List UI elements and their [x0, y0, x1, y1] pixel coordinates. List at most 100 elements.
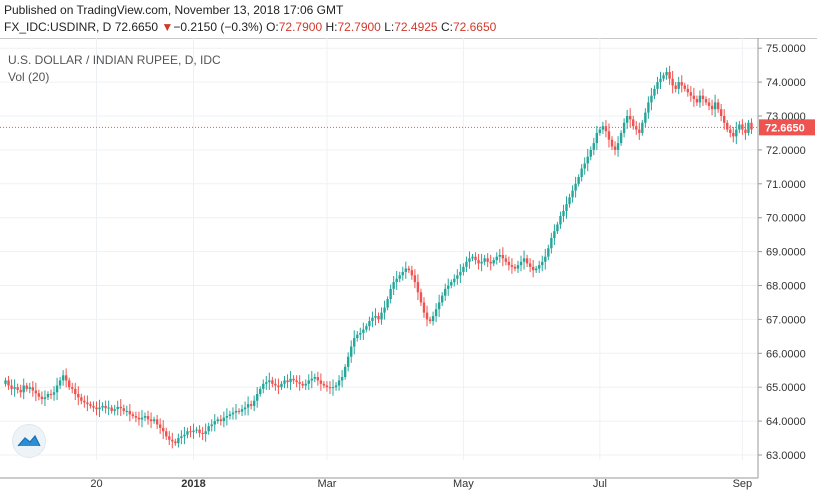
candle-body	[262, 383, 265, 389]
candle-body	[371, 317, 374, 322]
candle-body	[604, 126, 608, 132]
symbol-quote-line: FX_IDC:USDINR, D 72.6650 ▼−0.2150 (−0.3%…	[4, 20, 496, 34]
candle-body	[198, 429, 201, 433]
candle-body	[122, 408, 125, 411]
candle-body	[704, 99, 708, 103]
candle-body	[407, 268, 411, 271]
candle-body	[465, 261, 468, 267]
down-arrow-icon: ▼	[161, 20, 174, 34]
close-value: 72.6650	[452, 20, 497, 34]
candle-body	[331, 387, 335, 389]
candle-body	[165, 431, 168, 437]
candle-body	[641, 122, 644, 133]
candle-body	[325, 385, 329, 388]
candle-body	[152, 419, 156, 422]
candle-body	[125, 410, 129, 412]
candle-body	[559, 216, 562, 225]
candle-body	[298, 382, 301, 384]
y-tick-label: 66.0000	[766, 348, 806, 360]
candle-body	[319, 380, 323, 384]
candle-body	[61, 375, 65, 381]
y-tick-label: 71.0000	[766, 179, 806, 191]
candle-body	[137, 417, 141, 420]
candle-body	[131, 414, 135, 417]
candle-body	[662, 75, 665, 79]
candle-body	[389, 288, 392, 300]
candle-body	[71, 387, 74, 389]
candle-body	[398, 275, 401, 279]
candle-body	[280, 383, 283, 388]
candle-body	[104, 405, 107, 409]
candle-body	[501, 254, 505, 259]
candle-body	[219, 419, 223, 422]
candle-body	[713, 102, 717, 110]
candle-body	[692, 95, 696, 100]
candle-body	[16, 387, 19, 390]
candle-body	[313, 377, 317, 379]
candle-body	[4, 380, 7, 384]
candle-body	[577, 177, 580, 184]
candle-body	[625, 116, 629, 123]
candle-body	[252, 400, 256, 406]
candle-body	[638, 129, 641, 133]
candle-body	[416, 282, 420, 293]
candle-body	[271, 380, 274, 384]
candle-body	[686, 88, 690, 93]
candle-body	[143, 416, 147, 418]
candle-body	[644, 112, 647, 123]
candle-body	[195, 429, 198, 431]
symbol-label[interactable]: FX_IDC:USDINR, D	[4, 20, 112, 34]
candle-body	[486, 258, 489, 262]
candle-body	[707, 102, 711, 106]
candle-body	[116, 406, 119, 410]
candle-body	[189, 431, 192, 433]
candle-body	[719, 109, 723, 116]
candle-body	[95, 407, 98, 410]
candle-body	[377, 316, 380, 320]
candle-body	[735, 129, 738, 137]
chart-title: U.S. DOLLAR / INDIAN RUPEE, D, IDC	[8, 53, 221, 67]
candle-body	[716, 102, 720, 110]
candle-body	[10, 385, 13, 389]
y-tick-label: 72.0000	[766, 145, 806, 157]
candle-body	[386, 299, 389, 308]
candle-body	[328, 387, 332, 389]
candle-body	[146, 416, 150, 420]
candle-body	[531, 266, 535, 271]
last-price-tag	[759, 119, 815, 136]
candle-body	[207, 426, 210, 432]
candle-body	[49, 393, 53, 395]
candle-body	[83, 400, 86, 403]
candle-body	[356, 334, 359, 339]
candle-body	[671, 78, 674, 86]
candle-body	[459, 271, 462, 276]
candle-body	[34, 390, 38, 394]
candle-body	[701, 95, 705, 100]
candle-body	[243, 407, 247, 410]
candle-body	[601, 126, 605, 130]
candle-body	[541, 261, 544, 266]
low-label: L:	[384, 20, 395, 34]
last-price-label: 72.6650	[765, 122, 805, 134]
candle-body	[580, 168, 583, 178]
candle-body	[31, 387, 35, 391]
candle-body	[610, 139, 614, 147]
candle-body	[668, 71, 671, 79]
candle-body	[307, 380, 310, 384]
tradingview-logo-icon[interactable]	[12, 424, 46, 458]
volume-indicator-label[interactable]: Vol (20)	[8, 70, 50, 84]
candle-body	[538, 265, 541, 269]
candle-body	[698, 95, 702, 103]
candle-body	[107, 407, 110, 409]
price-chart[interactable]: 75.000074.000073.000072.000071.000070.00…	[0, 38, 817, 501]
candle-body	[158, 424, 162, 428]
open-label: O:	[266, 20, 279, 34]
candle-body	[113, 409, 116, 411]
candle-body	[607, 131, 611, 140]
y-tick-label: 63.0000	[766, 450, 806, 462]
high-value: 72.7900	[337, 20, 381, 34]
x-tick-label: 20	[90, 478, 102, 490]
candle-body	[689, 92, 693, 96]
candle-body	[410, 270, 414, 276]
candle-body	[46, 393, 50, 398]
